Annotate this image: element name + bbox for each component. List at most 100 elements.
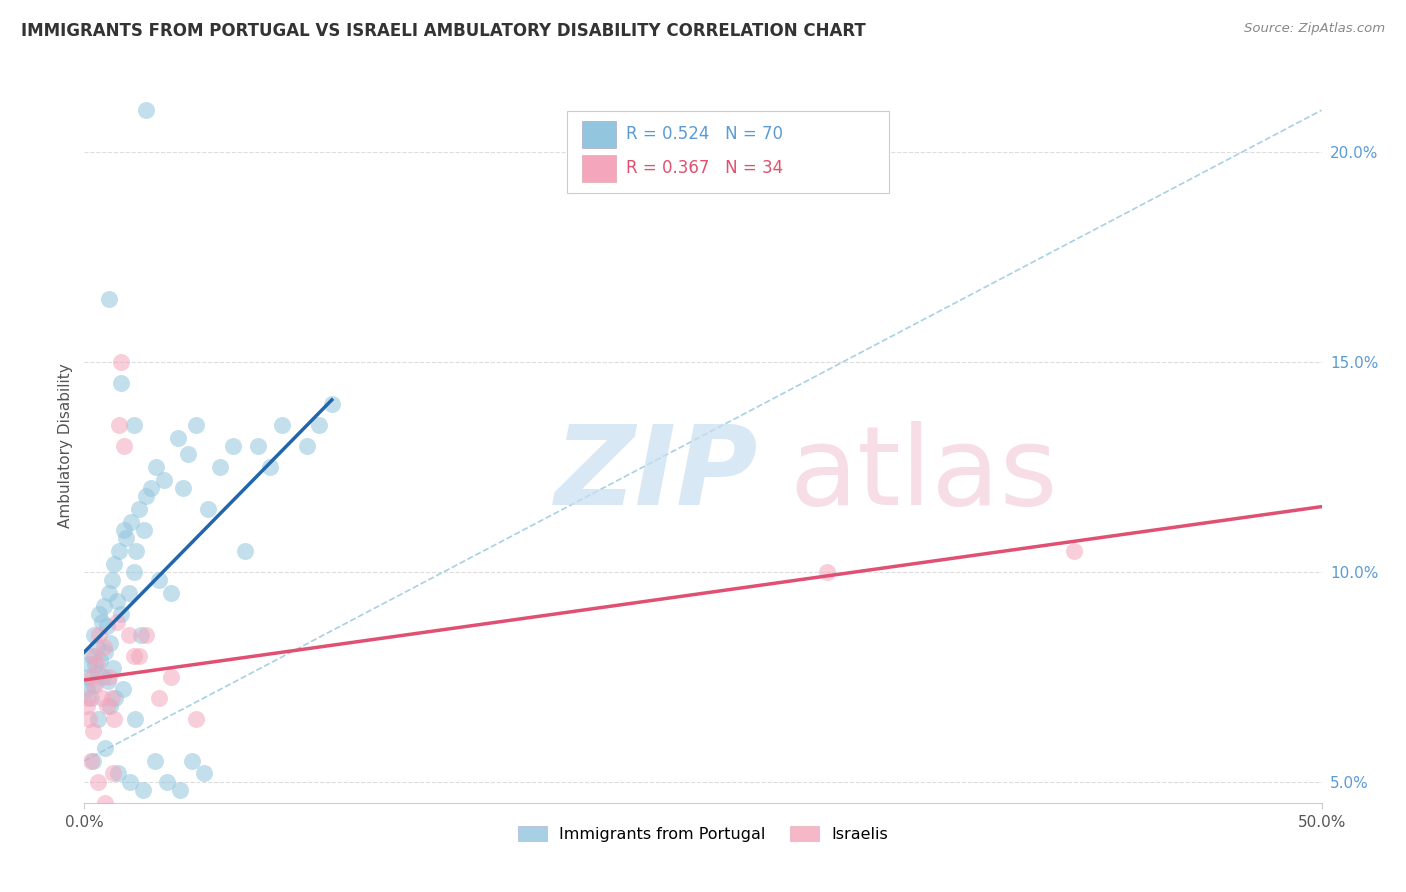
Point	[96, 619, 118, 633]
Point	[103, 557, 125, 571]
Point	[141, 481, 163, 495]
Point	[271, 417, 294, 432]
Point	[135, 628, 157, 642]
Point	[110, 607, 132, 621]
Point	[132, 523, 155, 537]
Point	[110, 376, 132, 390]
Point	[110, 825, 132, 839]
Point	[94, 645, 117, 659]
Point	[184, 417, 207, 432]
Point	[98, 670, 121, 684]
Point	[86, 640, 108, 655]
Point	[97, 674, 120, 689]
Point	[156, 774, 179, 789]
Point	[79, 657, 101, 672]
Point	[83, 648, 105, 663]
Point	[96, 699, 118, 714]
Point	[98, 292, 121, 306]
Point	[101, 661, 124, 675]
Y-axis label: Ambulatory Disability: Ambulatory Disability	[58, 364, 73, 528]
Point	[90, 615, 112, 630]
Point	[93, 599, 115, 613]
Point	[98, 699, 121, 714]
Point	[131, 783, 153, 797]
Point	[160, 586, 183, 600]
Point	[82, 678, 104, 692]
Point	[87, 774, 110, 789]
FancyBboxPatch shape	[582, 155, 616, 182]
Point	[112, 439, 135, 453]
Point	[321, 397, 343, 411]
Point	[246, 439, 269, 453]
Point	[90, 690, 112, 705]
FancyBboxPatch shape	[582, 121, 616, 148]
Point	[115, 532, 138, 546]
Point	[89, 607, 111, 621]
Point	[122, 417, 145, 432]
Point	[122, 565, 145, 579]
Point	[222, 439, 245, 453]
Point	[120, 774, 142, 789]
Point	[110, 355, 132, 369]
Point	[94, 741, 117, 756]
Point	[184, 712, 207, 726]
Point	[105, 615, 128, 630]
Point	[101, 766, 124, 780]
Point	[89, 628, 111, 642]
Point	[128, 648, 150, 663]
Point	[145, 460, 167, 475]
Point	[118, 586, 141, 600]
Text: R = 0.367   N = 34: R = 0.367 N = 34	[626, 159, 783, 177]
Point	[98, 636, 121, 650]
Point	[233, 544, 256, 558]
Point	[122, 648, 145, 663]
Point	[105, 594, 128, 608]
Point	[103, 712, 125, 726]
Point	[129, 628, 152, 642]
Point	[124, 712, 146, 726]
Point	[152, 473, 174, 487]
Point	[79, 754, 101, 768]
Point	[181, 754, 204, 768]
Point	[77, 670, 100, 684]
Point	[76, 682, 98, 697]
Point	[100, 690, 122, 705]
Point	[193, 766, 215, 780]
Point	[79, 712, 101, 726]
Point	[143, 754, 166, 768]
Point	[308, 417, 330, 432]
Legend: Immigrants from Portugal, Israelis: Immigrants from Portugal, Israelis	[512, 820, 894, 848]
Point	[100, 574, 122, 588]
Point	[84, 678, 107, 692]
Point	[87, 712, 110, 726]
Point	[94, 796, 117, 810]
Point	[295, 439, 318, 453]
Point	[172, 481, 194, 495]
Point	[104, 690, 127, 705]
Point	[177, 447, 200, 461]
Text: Source: ZipAtlas.com: Source: ZipAtlas.com	[1244, 22, 1385, 36]
Point	[80, 648, 103, 663]
Text: R = 0.524   N = 70: R = 0.524 N = 70	[626, 125, 783, 143]
Point	[120, 515, 142, 529]
Point	[112, 523, 135, 537]
Point	[125, 544, 148, 558]
Text: IMMIGRANTS FROM PORTUGAL VS ISRAELI AMBULATORY DISABILITY CORRELATION CHART: IMMIGRANTS FROM PORTUGAL VS ISRAELI AMBU…	[21, 22, 866, 40]
Point	[87, 665, 110, 680]
Point	[86, 657, 108, 672]
Point	[107, 766, 129, 780]
Point	[148, 690, 170, 705]
Text: ZIP: ZIP	[554, 421, 758, 528]
Point	[160, 670, 183, 684]
Point	[128, 502, 150, 516]
Point	[89, 653, 111, 667]
Point	[80, 670, 103, 684]
Point	[98, 586, 121, 600]
Point	[77, 690, 100, 705]
Point	[82, 754, 104, 768]
Point	[82, 724, 104, 739]
Point	[1063, 544, 1085, 558]
Point	[169, 783, 191, 797]
Point	[76, 699, 98, 714]
Point	[84, 657, 107, 672]
